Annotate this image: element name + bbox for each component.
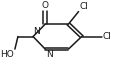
Text: N: N — [45, 50, 52, 59]
Text: Cl: Cl — [102, 32, 111, 41]
Text: Cl: Cl — [79, 2, 88, 11]
Text: HO: HO — [0, 50, 14, 59]
Text: N: N — [33, 27, 40, 36]
Text: O: O — [41, 1, 48, 10]
